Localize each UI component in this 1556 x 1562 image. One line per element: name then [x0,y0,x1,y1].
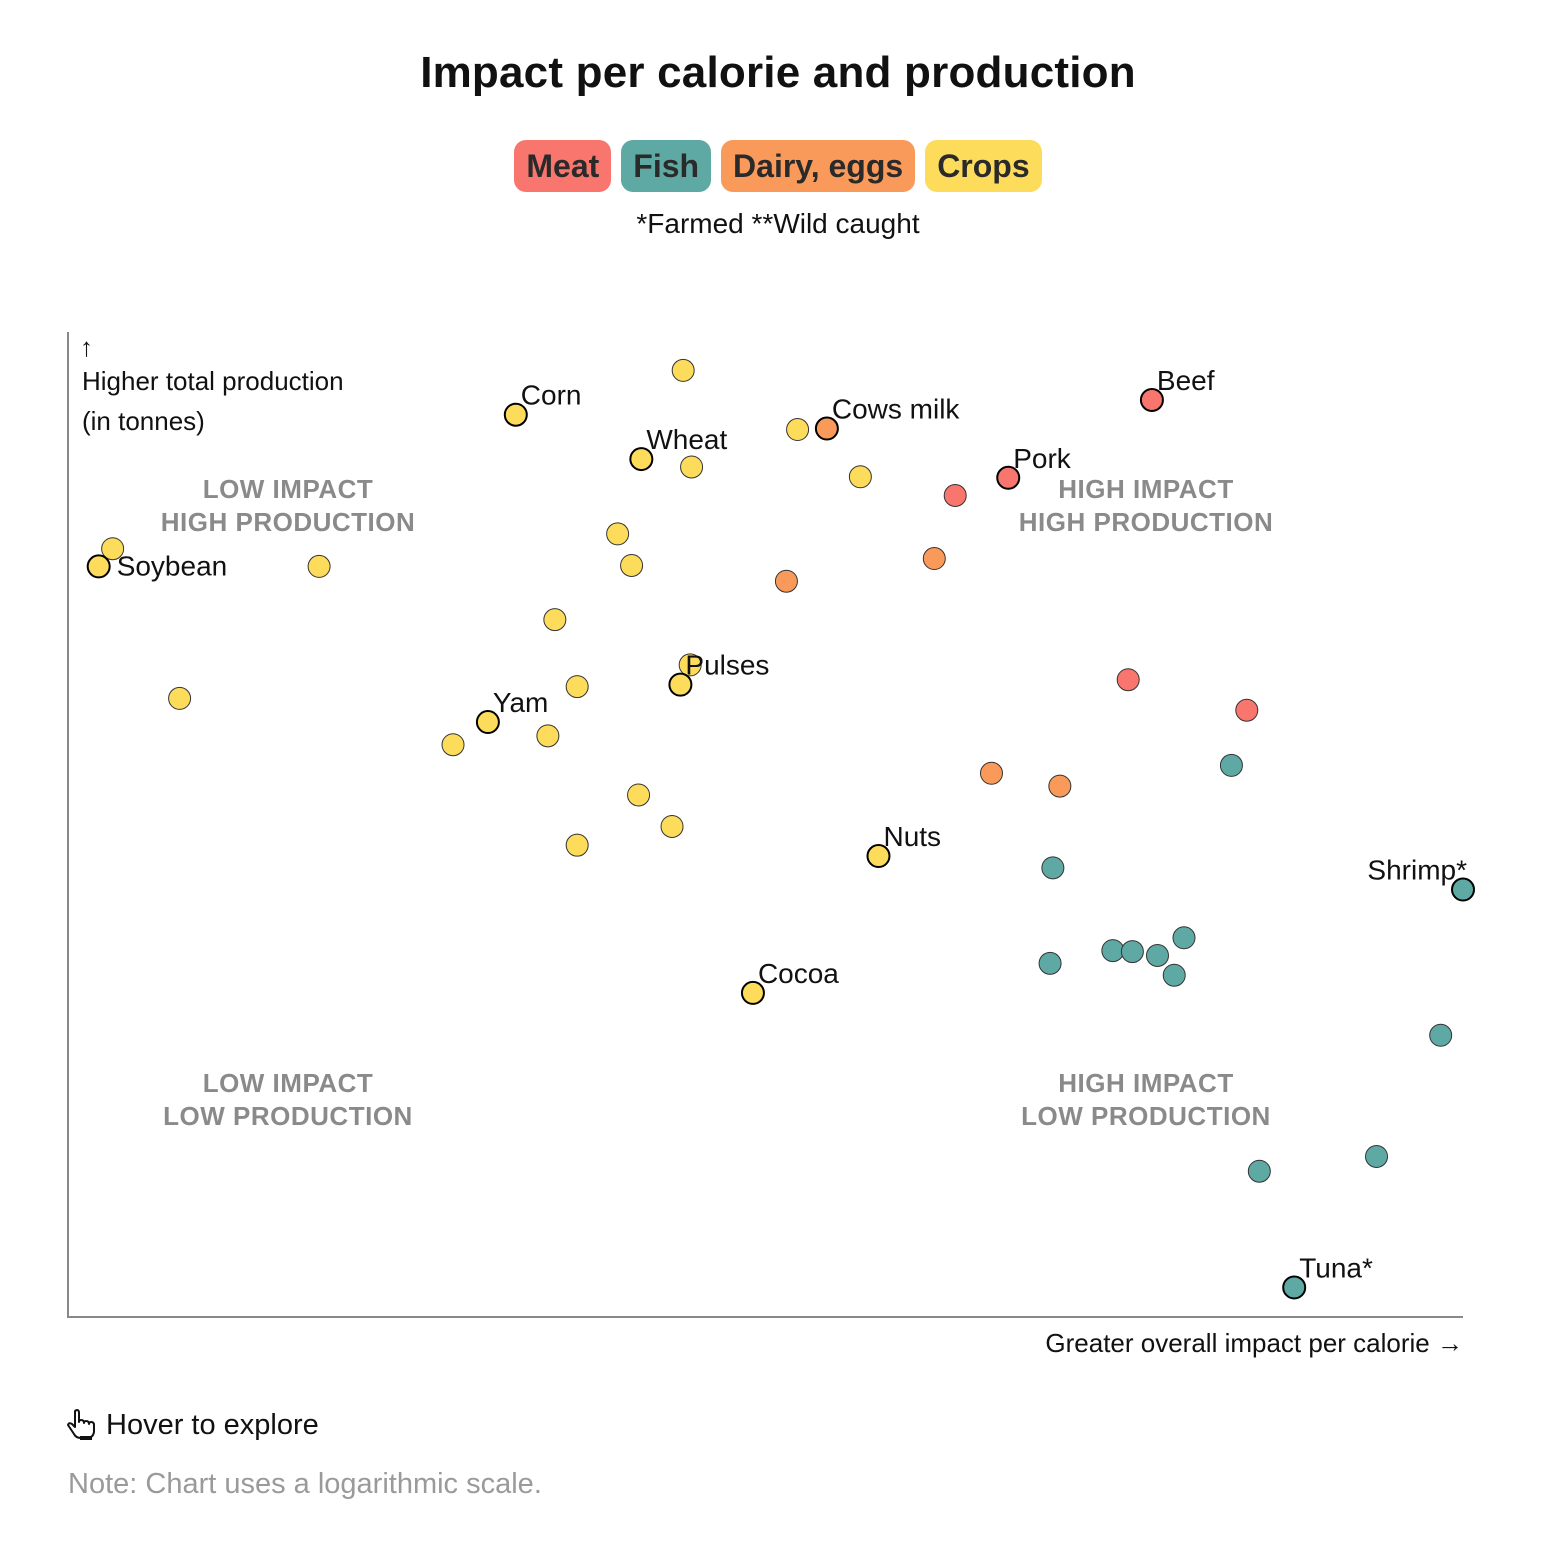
point-label-soybean: Soybean [117,550,228,581]
data-point-crops-7[interactable] [680,455,704,479]
point-label-nuts: Nuts [883,821,941,852]
quadrant-bottom-right-line1: HIGH IMPACT [1058,1068,1233,1098]
data-point-fish-43[interactable] [1429,1023,1453,1047]
y-axis-label-line1: Higher total production [82,366,344,396]
data-point-crops-20[interactable] [660,814,684,838]
hover-hint-text: Hover to explore [106,1408,319,1441]
data-point-crops-13[interactable] [678,653,702,677]
data-point-pulses-14[interactable] [668,672,693,697]
data-point-fish-41[interactable] [1038,951,1062,975]
point-label-shrimp: Shrimp* [1367,855,1467,886]
data-point-meat-33[interactable] [1235,698,1259,722]
point-label-cows-milk: Cows milk [832,394,961,425]
data-point-dairy-eggs-28[interactable] [1048,774,1072,798]
pointer-hand-icon [67,1409,95,1440]
data-point-crops-2[interactable] [307,554,331,578]
data-point-tuna-46[interactable] [1282,1275,1307,1300]
legend-dairy-eggs-button[interactable]: Dairy, eggs [721,140,916,192]
quadrant-bottom-right-line2: LOW PRODUCTION [1021,1101,1271,1131]
quadrant-top-left-line2: HIGH PRODUCTION [161,507,416,537]
data-point-crops-0[interactable] [101,537,125,561]
data-point-dairy-eggs-26[interactable] [774,569,798,593]
data-point-crops-12[interactable] [543,608,567,632]
data-point-fish-45[interactable] [1247,1159,1271,1183]
data-points [86,358,1475,1300]
data-point-dairy-eggs-25[interactable] [922,547,946,571]
point-label-yam: Yam [493,687,549,718]
point-label-pulses: Pulses [685,650,769,681]
data-point-yam-16[interactable] [475,710,500,735]
chart-title: Impact per calorie and production [420,48,1136,97]
data-point-crops-11[interactable] [620,553,644,577]
data-point-fish-37[interactable] [1172,926,1196,950]
legend-fish-button[interactable]: Fish [621,140,712,192]
data-point-fish-35[interactable] [1041,856,1065,880]
data-point-corn-4[interactable] [503,402,528,427]
data-point-crops-5[interactable] [671,358,695,382]
scale-note: Note: Chart uses a logarithmic scale. [68,1468,542,1500]
data-point-shrimp-36[interactable] [1451,877,1475,902]
point-label-tuna: Tuna* [1299,1252,1373,1283]
hover-hint: Hover to explore [66,1408,319,1442]
data-point-fish-42[interactable] [1162,963,1186,987]
data-point-crops-19[interactable] [627,783,651,807]
x-axis-label: Greater overall impact per calorie → [1045,1328,1463,1358]
point-labels: Soybean Corn Wheat Pulses Yam Nuts Cocoa Cows m… [117,365,1467,1283]
data-point-beef-29[interactable] [1139,387,1164,412]
data-point-crops-17[interactable] [536,724,560,748]
data-point-fish-44[interactable] [1365,1144,1389,1168]
data-point-crops-15[interactable] [565,675,589,699]
y-axis-arrow: ↑ [80,332,93,362]
data-point-crops-10[interactable] [606,522,630,546]
quadrant-bottom-left-line1: LOW IMPACT [203,1068,374,1098]
data-point-crops-18[interactable] [441,733,465,757]
y-axis-label-line2: (in tonnes) [82,406,205,436]
data-point-meat-31[interactable] [943,484,967,508]
data-point-soybean-1[interactable] [86,554,111,579]
data-point-crops-9[interactable] [848,465,872,489]
quadrant-top-right-line2: HIGH PRODUCTION [1019,507,1274,537]
footnote: *Farmed **Wild caught [636,208,920,239]
legend: Meat Fish Dairy, eggs Crops [0,140,1556,192]
data-point-fish-40[interactable] [1145,944,1169,968]
data-point-cows-milk-24[interactable] [814,416,839,441]
data-point-crops-8[interactable] [786,418,810,442]
point-label-wheat: Wheat [646,424,727,455]
data-point-crops-21[interactable] [565,833,589,857]
data-point-fish-34[interactable] [1219,753,1243,777]
legend-crops-button[interactable]: Crops [925,140,1042,192]
point-label-corn: Corn [521,380,582,411]
point-label-cocoa: Cocoa [758,958,839,989]
data-point-dairy-eggs-27[interactable] [979,761,1003,785]
quadrant-bottom-left-line2: LOW PRODUCTION [163,1101,413,1131]
legend-meat-button[interactable]: Meat [514,140,612,192]
point-label-beef: Beef [1157,365,1215,396]
data-point-pork-30[interactable] [996,465,1021,490]
data-point-wheat-6[interactable] [629,447,654,472]
point-label-pork: Pork [1013,443,1072,474]
data-point-nuts-22[interactable] [866,844,891,869]
scatter-plot: ↑ Higher total production (in tonnes) Gr… [67,332,1475,1358]
quadrant-top-right-line1: HIGH IMPACT [1058,474,1233,504]
data-point-fish-38[interactable] [1101,939,1125,963]
quadrant-top-left-line1: LOW IMPACT [203,474,374,504]
data-point-cocoa-23[interactable] [740,980,765,1005]
data-point-fish-39[interactable] [1120,940,1144,964]
data-point-crops-3[interactable] [168,686,192,710]
data-point-meat-32[interactable] [1116,668,1140,692]
